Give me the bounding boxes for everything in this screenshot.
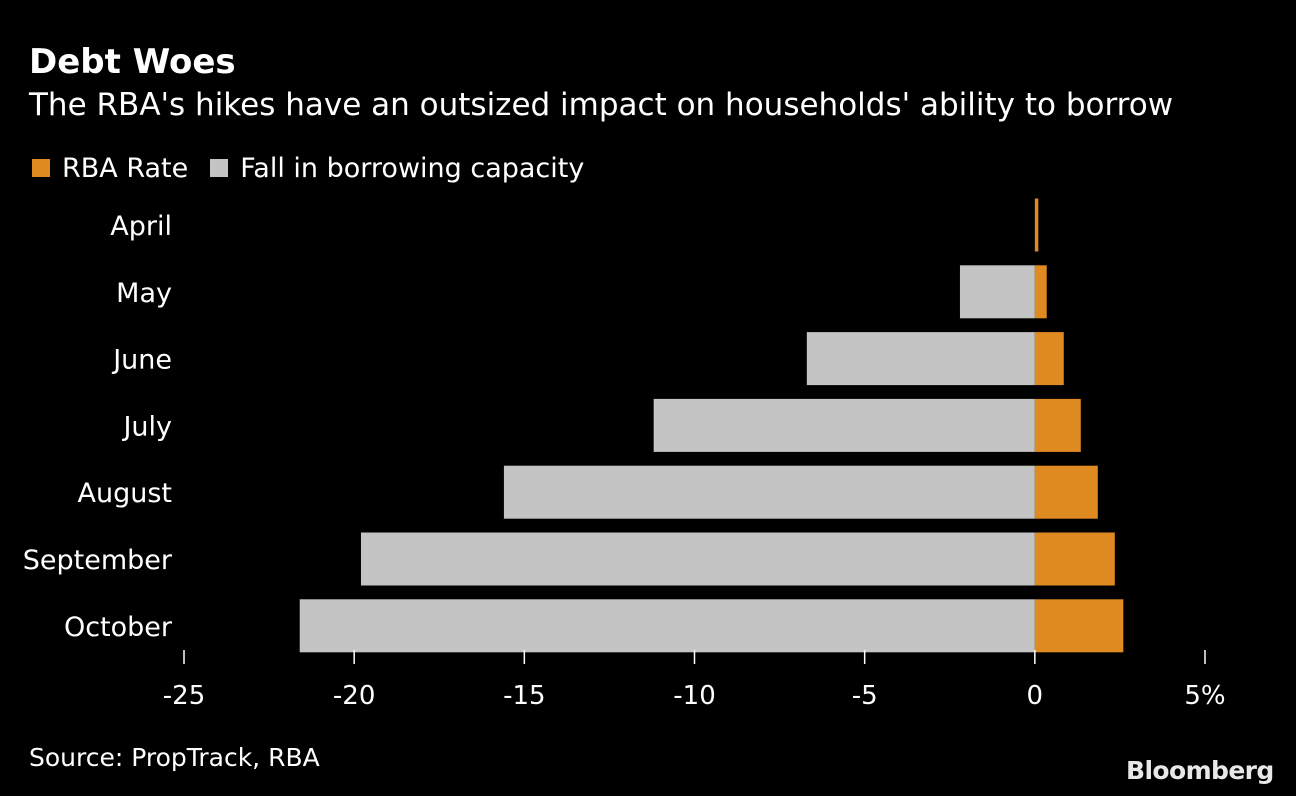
bar-fall-may: [959, 265, 1035, 319]
category-label-may: May: [116, 278, 172, 309]
category-label-april: April: [110, 211, 172, 242]
legend-swatch-rba-rate: [32, 159, 50, 177]
x-tick-label-4: -5: [852, 681, 878, 711]
bar-rba-rate-may: [1034, 265, 1047, 319]
x-tick-label-0: -25: [163, 681, 205, 711]
bar-rba-rate-september: [1034, 532, 1115, 586]
bar-rba-rate-august: [1034, 465, 1098, 519]
category-label-july: July: [121, 411, 172, 442]
bar-rba-rate-april: [1034, 198, 1039, 252]
bar-rba-rate-october: [1034, 599, 1124, 653]
category-label-september: September: [23, 545, 173, 576]
x-tick-label-1: -20: [333, 681, 375, 711]
x-tick-label-2: -15: [503, 681, 545, 711]
source-note: Source: PropTrack, RBA: [29, 743, 320, 772]
x-tick-label-3: -10: [673, 681, 715, 711]
legend-label-rba-rate: RBA Rate: [62, 152, 189, 184]
chart-title: Debt Woes: [29, 42, 236, 82]
bar-fall-august: [503, 465, 1035, 519]
legend-item-rba-rate: RBA Rate: [32, 153, 188, 184]
chart-subtitle: The RBA's hikes have an outsized impact …: [29, 87, 1174, 123]
bar-fall-june: [806, 332, 1035, 386]
legend-label-fall: Fall in borrowing capacity: [240, 152, 585, 184]
bar-fall-july: [653, 398, 1035, 452]
category-label-october: October: [64, 612, 173, 643]
bloomberg-logo: Bloomberg: [1126, 756, 1274, 785]
bar-rba-rate-july: [1034, 398, 1081, 452]
category-label-august: August: [78, 478, 173, 509]
legend: RBA Rate Fall in borrowing capacity: [32, 150, 606, 186]
category-label-june: June: [111, 345, 172, 376]
x-tick-label-6: 5%: [1184, 681, 1225, 711]
legend-swatch-fall: [210, 159, 229, 177]
bar-fall-september: [360, 532, 1035, 586]
bar-rba-rate-june: [1034, 332, 1064, 386]
bar-fall-october: [299, 599, 1035, 653]
x-tick-label-5: 0: [1027, 681, 1044, 711]
legend-item-fall: Fall in borrowing capacity: [210, 153, 584, 184]
